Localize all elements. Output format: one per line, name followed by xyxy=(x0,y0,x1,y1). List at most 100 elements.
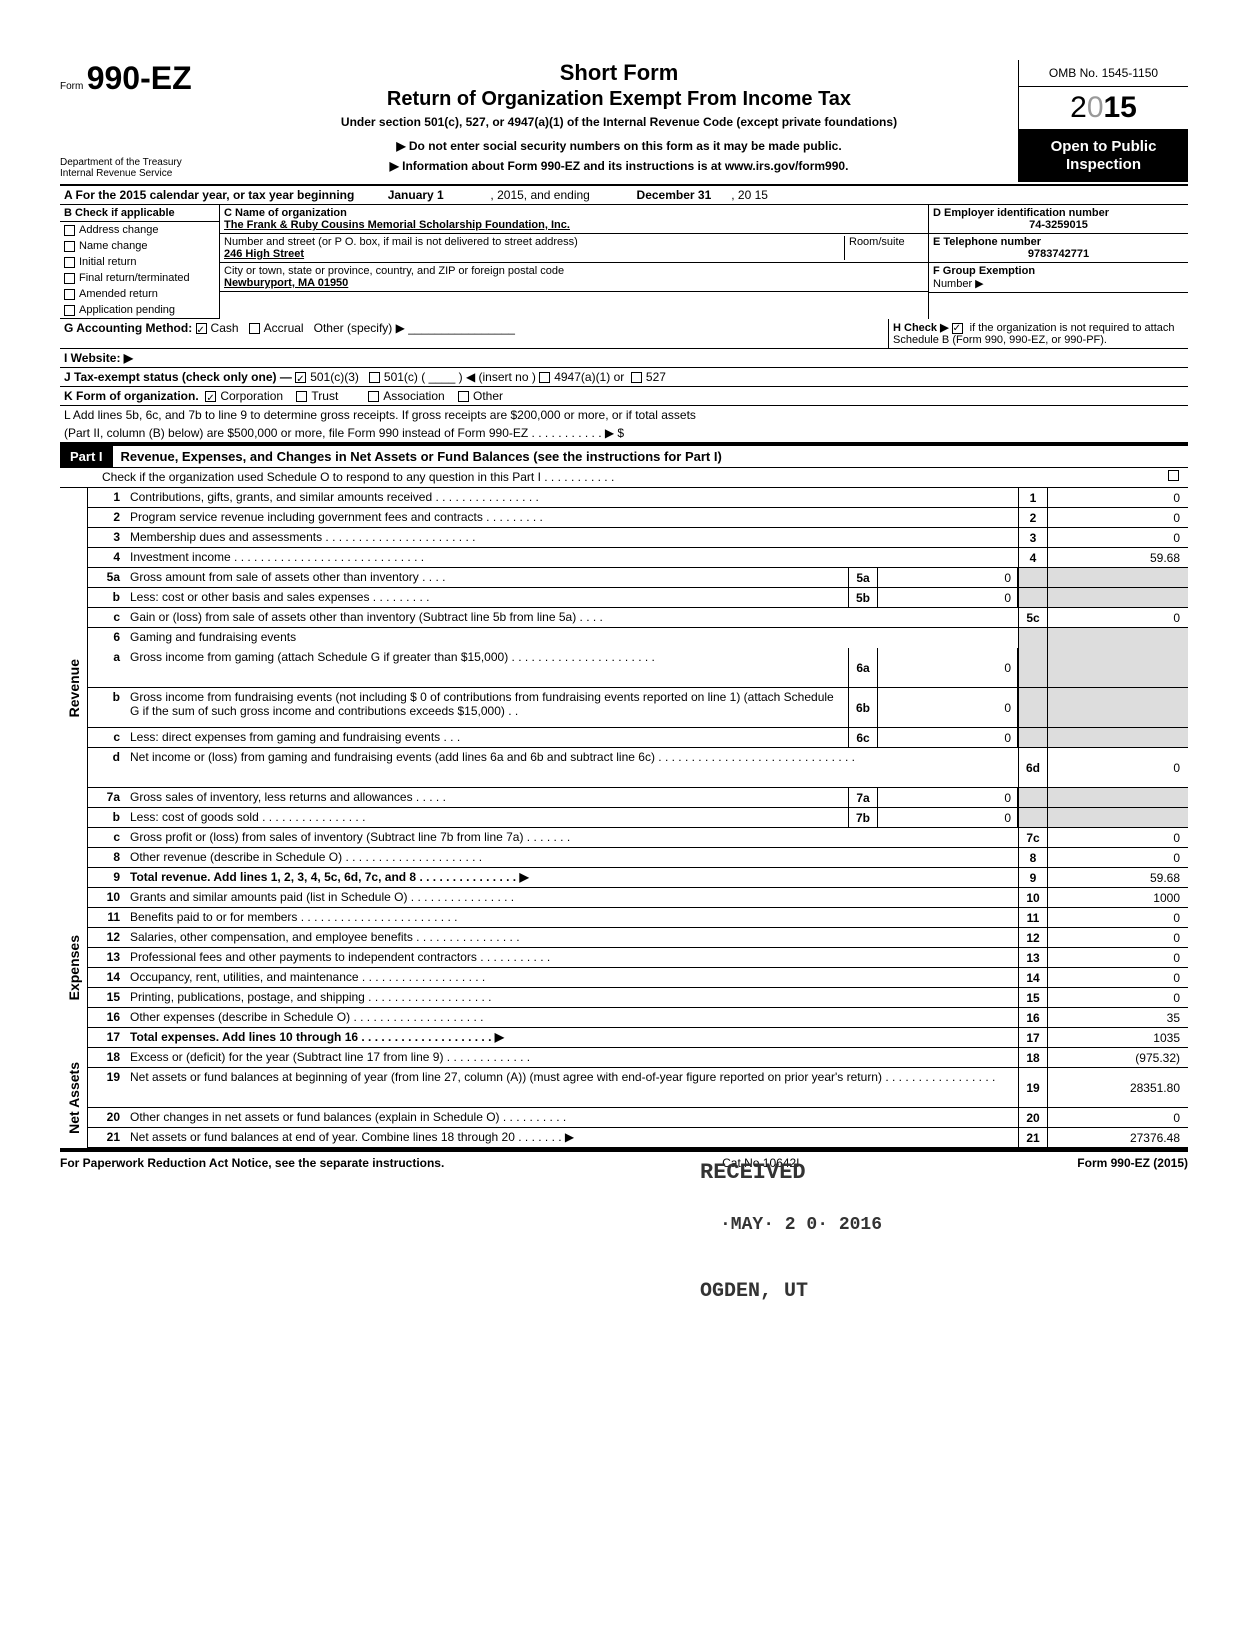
mid-box-val: 0 xyxy=(878,648,1018,687)
section-l-row2: (Part II, column (B) below) are $500,000… xyxy=(60,424,1188,444)
line-value: 0 xyxy=(1048,928,1188,947)
cb-association[interactable] xyxy=(368,391,379,402)
revenue-block: Revenue 1Contributions, gifts, grants, a… xyxy=(60,488,1188,888)
line-14: 14Occupancy, rent, utilities, and mainte… xyxy=(88,968,1188,988)
line-num: c xyxy=(88,728,126,747)
line-4: 4Investment income . . . . . . . . . . .… xyxy=(88,548,1188,568)
cb-501c3[interactable] xyxy=(295,372,306,383)
box-num: 7c xyxy=(1018,828,1048,847)
section-f-label: F Group Exemption xyxy=(933,265,1035,277)
cb-527[interactable] xyxy=(631,372,642,383)
cb-cash[interactable] xyxy=(196,323,207,334)
box-num: 12 xyxy=(1018,928,1048,947)
cb-address-change[interactable] xyxy=(64,225,75,236)
line-desc: Gross sales of inventory, less returns a… xyxy=(126,788,848,807)
lbl-accrual: Accrual xyxy=(264,321,304,335)
line-18: 18Excess or (deficit) for the year (Subt… xyxy=(88,1048,1188,1068)
gray-box xyxy=(1018,688,1048,727)
line-num: 7a xyxy=(88,788,126,807)
line-value: 0 xyxy=(1048,828,1188,847)
cb-trust[interactable] xyxy=(296,391,307,402)
box-num: 20 xyxy=(1018,1108,1048,1127)
tax-year-end: December 31 xyxy=(637,188,712,202)
line-num: 13 xyxy=(88,948,126,967)
line-value: 59.68 xyxy=(1048,548,1188,567)
omb-number: OMB No. 1545-1150 xyxy=(1019,60,1188,87)
mid-box-val: 0 xyxy=(878,588,1018,607)
footer-left: For Paperwork Reduction Act Notice, see … xyxy=(60,1156,444,1170)
cb-pending[interactable] xyxy=(64,305,75,316)
mid-box-val: 0 xyxy=(878,688,1018,727)
street-address: 246 High Street xyxy=(224,248,304,260)
lbl-cash: Cash xyxy=(211,321,239,335)
box-num: 8 xyxy=(1018,848,1048,867)
line-num: b xyxy=(88,808,126,827)
line-desc: Other revenue (describe in Schedule O) .… xyxy=(126,848,1018,867)
line-value: 1035 xyxy=(1048,1028,1188,1047)
section-a-mid: , 2015, and ending xyxy=(490,188,589,202)
lbl-other-org: Other xyxy=(473,389,503,403)
stamp-date: ·MAY· 2 0· 2016 xyxy=(720,1215,882,1235)
section-g-label: G Accounting Method: xyxy=(64,321,192,335)
line-12: 12Salaries, other compensation, and empl… xyxy=(88,928,1188,948)
mid-box-num: 7a xyxy=(848,788,878,807)
line-15: 15Printing, publications, postage, and s… xyxy=(88,988,1188,1008)
lbl-other-method: Other (specify) ▶ xyxy=(314,321,405,335)
line-a: aGross income from gaming (attach Schedu… xyxy=(88,648,1188,688)
cb-initial-return[interactable] xyxy=(64,257,75,268)
cb-501c[interactable] xyxy=(369,372,380,383)
line-desc: Printing, publications, postage, and shi… xyxy=(126,988,1018,1007)
line-2: 2Program service revenue including gover… xyxy=(88,508,1188,528)
line-13: 13Professional fees and other payments t… xyxy=(88,948,1188,968)
line-desc: Benefits paid to or for members . . . . … xyxy=(126,908,1018,927)
line-value: (975.32) xyxy=(1048,1048,1188,1067)
section-a: A For the 2015 calendar year, or tax yea… xyxy=(60,186,1188,204)
line-desc: Program service revenue including govern… xyxy=(126,508,1018,527)
lbl-final-return: Final return/terminated xyxy=(79,272,190,284)
box-num: 5c xyxy=(1018,608,1048,627)
line-17: 17Total expenses. Add lines 10 through 1… xyxy=(88,1028,1188,1048)
right-header-box: OMB No. 1545-1150 2015 Open to Public In… xyxy=(1018,60,1188,182)
cb-final-return[interactable] xyxy=(64,273,75,284)
gray-val xyxy=(1048,628,1188,648)
footer-form-ref: Form 990-EZ (2015) xyxy=(1077,1156,1188,1170)
box-num: 3 xyxy=(1018,528,1048,547)
box-num: 6d xyxy=(1018,748,1048,787)
line-desc: Grants and similar amounts paid (list in… xyxy=(126,888,1018,907)
room-label: Room/suite xyxy=(849,236,905,248)
cb-corporation[interactable] xyxy=(205,391,216,402)
line-6: 6Gaming and fundraising events xyxy=(88,628,1188,648)
box-num: 15 xyxy=(1018,988,1048,1007)
lbl-trust: Trust xyxy=(311,389,338,403)
lbl-amended: Amended return xyxy=(79,288,158,300)
section-a-row: A For the 2015 calendar year, or tax yea… xyxy=(60,186,1188,205)
cb-amended[interactable] xyxy=(64,289,75,300)
mid-box-val: 0 xyxy=(878,728,1018,747)
line-num: b xyxy=(88,688,126,727)
line-num: b xyxy=(88,588,126,607)
line-desc: Net income or (loss) from gaming and fun… xyxy=(126,748,1018,787)
gray-val xyxy=(1048,788,1188,807)
box-num: 17 xyxy=(1018,1028,1048,1047)
cb-schedule-o[interactable] xyxy=(1168,470,1179,481)
lbl-4947: 4947(a)(1) or xyxy=(554,370,624,384)
line-desc: Gross profit or (loss) from sales of inv… xyxy=(126,828,1018,847)
line-d: dNet income or (loss) from gaming and fu… xyxy=(88,748,1188,788)
line-num: 15 xyxy=(88,988,126,1007)
cb-other-org[interactable] xyxy=(458,391,469,402)
gray-box xyxy=(1018,808,1048,827)
cb-schedule-b[interactable] xyxy=(952,323,963,334)
cb-4947[interactable] xyxy=(539,372,550,383)
lbl-corporation: Corporation xyxy=(220,389,283,403)
part1-header: Part I Revenue, Expenses, and Changes in… xyxy=(60,444,1188,468)
city-label: City or town, state or province, country… xyxy=(224,265,564,277)
section-h: H Check ▶ if the organization is not req… xyxy=(888,319,1188,348)
line-7a: 7aGross sales of inventory, less returns… xyxy=(88,788,1188,808)
lbl-pending: Application pending xyxy=(79,304,175,316)
line-num: 21 xyxy=(88,1128,126,1147)
line-10: 10Grants and similar amounts paid (list … xyxy=(88,888,1188,908)
line-5a: 5aGross amount from sale of assets other… xyxy=(88,568,1188,588)
cb-accrual[interactable] xyxy=(249,323,260,334)
cb-name-change[interactable] xyxy=(64,241,75,252)
line-value: 0 xyxy=(1048,908,1188,927)
